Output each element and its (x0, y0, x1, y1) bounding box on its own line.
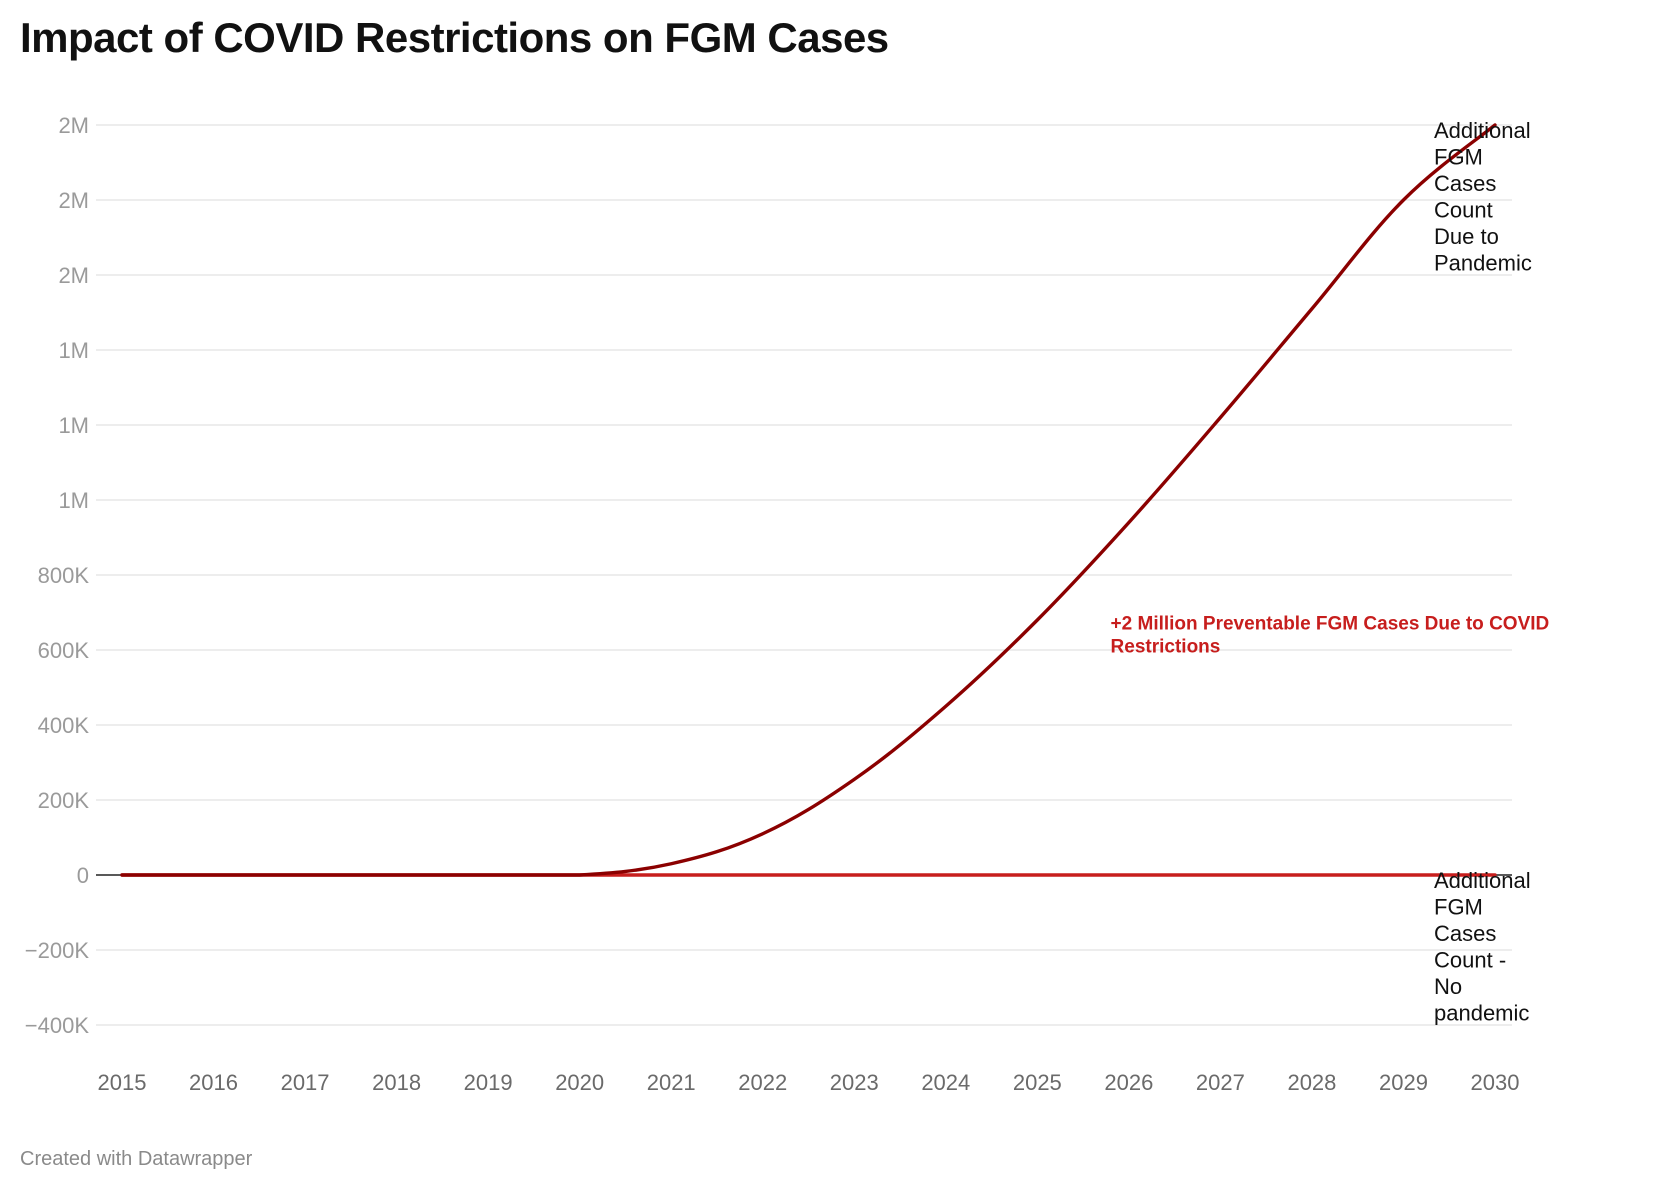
x-tick-label: 2015 (98, 1070, 147, 1095)
annotations: +2 Million Preventable FGM Cases Due to … (1111, 613, 1550, 657)
x-tick-label: 2020 (555, 1070, 604, 1095)
series-labels: Additional FGM Cases Count Due to PandemicAdd… (1434, 118, 1532, 1026)
series-label-line: Cases (1434, 921, 1496, 946)
x-tick-label: 2024 (921, 1070, 970, 1095)
y-tick-label: 2M (58, 188, 89, 213)
chart-title: Impact of COVID Restrictions on FGM Case… (20, 14, 889, 61)
x-tick-label: 2017 (281, 1070, 330, 1095)
x-tick-label: 2026 (1104, 1070, 1153, 1095)
x-tick-label: 2016 (189, 1070, 238, 1095)
source-credit: Created with Datawrapper (20, 1148, 253, 1170)
y-tick-label: 2M (58, 113, 89, 138)
x-tick-label: 2018 (372, 1070, 421, 1095)
y-tick-label: 0 (77, 863, 89, 888)
annotation-line: +2 Million Preventable FGM Cases Due to … (1111, 613, 1550, 634)
series-label-line: No (1434, 974, 1462, 999)
x-axis-tick-labels: 2015 2016 2017 2018 2019 2020 2021 2022 2023 2024… (98, 1070, 1520, 1095)
series-label-line: Due to (1434, 224, 1499, 249)
x-tick-label: 2030 (1471, 1070, 1520, 1095)
y-tick-label: 2M (58, 263, 89, 288)
series-end-label-1: Additional FGM Cases Count -No pandemic (1434, 868, 1531, 1026)
series-end-label-0: Additional FGM Cases Count Due to Pandemic (1434, 118, 1532, 276)
y-tick-label: 600K (38, 638, 90, 663)
series-line-0 (120, 123, 1497, 877)
series-label-line: pandemic (1434, 1001, 1529, 1026)
y-tick-label: 400K (38, 713, 90, 738)
y-tick-label: 1M (58, 338, 89, 363)
series-label-line: Pandemic (1434, 251, 1532, 276)
x-tick-label: 2019 (464, 1070, 513, 1095)
x-tick-label: 2027 (1196, 1070, 1245, 1095)
series-label-line: FGM (1434, 895, 1483, 920)
x-tick-label: 2028 (1287, 1070, 1336, 1095)
y-tick-label: 1M (58, 413, 89, 438)
y-axis-tick-labels: 2M 2M 2M 1M 1M 1M 800K 600K 400K 200K 0 −200K −400K (25, 113, 90, 1038)
series-label-line: Cases (1434, 171, 1496, 196)
x-tick-label: 2025 (1013, 1070, 1062, 1095)
series-label-line: Additional (1434, 118, 1531, 143)
y-tick-label: −200K (25, 938, 90, 963)
x-tick-label: 2021 (647, 1070, 696, 1095)
y-tick-label: 200K (38, 788, 90, 813)
x-tick-label: 2029 (1379, 1070, 1428, 1095)
x-tick-label: 2022 (738, 1070, 787, 1095)
y-tick-label: −400K (25, 1013, 90, 1038)
series-label-line: Additional (1434, 868, 1531, 893)
series-label-line: Count - (1434, 948, 1506, 973)
series-label-line: FGM (1434, 145, 1483, 170)
y-tick-label: 800K (38, 563, 90, 588)
gridlines (96, 124, 1512, 1026)
y-tick-label: 1M (58, 488, 89, 513)
series-lines (120, 123, 1497, 877)
annotation-line: Restrictions (1111, 636, 1221, 657)
series-label-line: Count (1434, 198, 1493, 223)
annotation-text: +2 Million Preventable FGM Cases Due to … (1111, 613, 1550, 657)
x-tick-label: 2023 (830, 1070, 879, 1095)
